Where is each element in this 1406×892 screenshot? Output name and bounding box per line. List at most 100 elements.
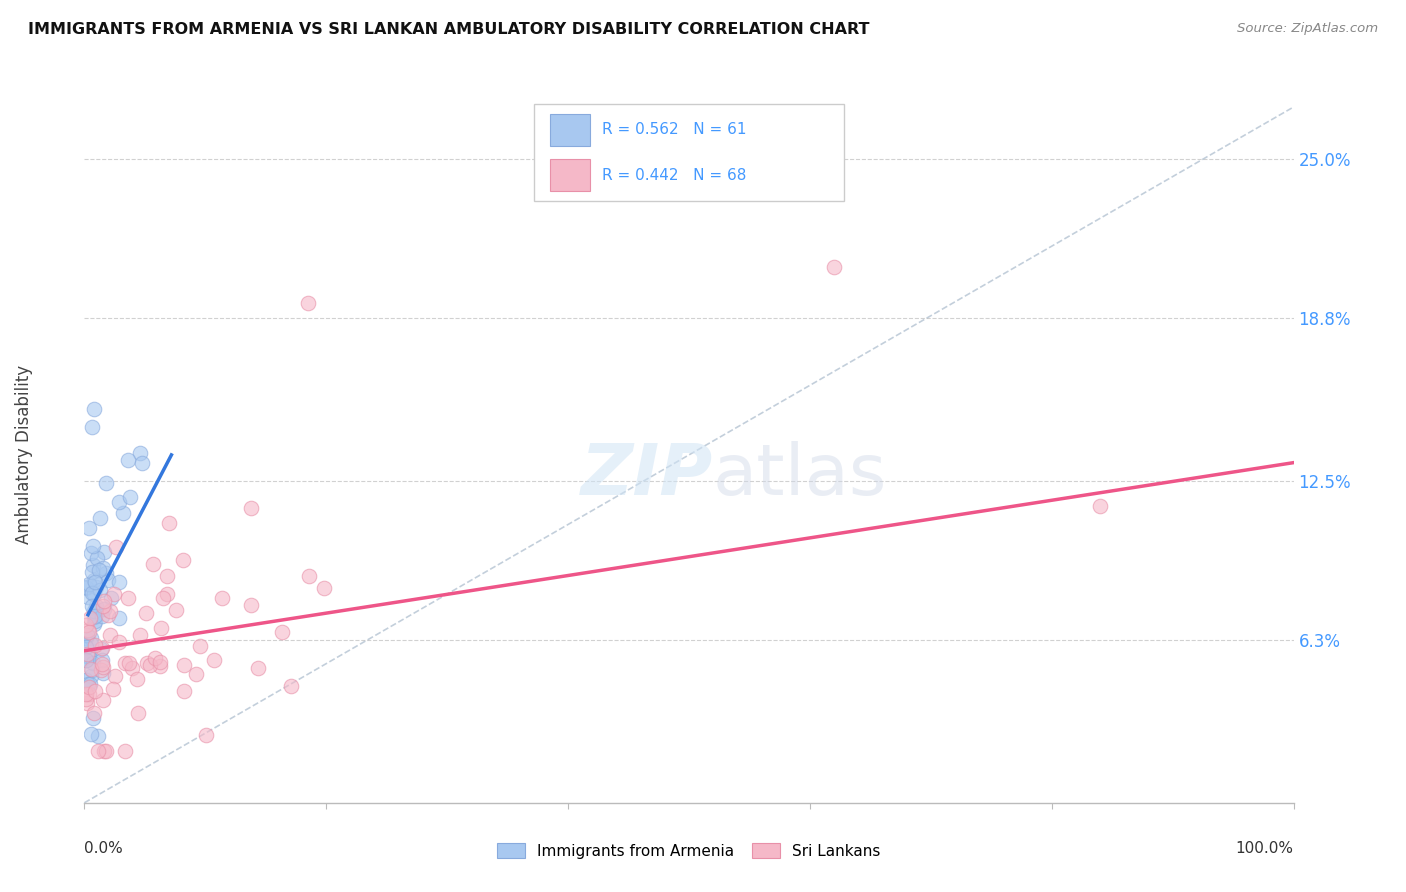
Point (89, 511, 111, 525)
Point (202, 653, 225, 667)
Point (100, 591, 122, 606)
Point (76, 647, 98, 661)
Point (80, 662, 103, 676)
Point (108, 635, 131, 649)
Point (84, 615, 107, 629)
Text: IMMIGRANTS FROM ARMENIA VS SRI LANKAN AMBULATORY DISABILITY CORRELATION CHART: IMMIGRANTS FROM ARMENIA VS SRI LANKAN AM… (28, 22, 870, 37)
Point (89, 582, 111, 597)
Point (82, 586, 104, 600)
Point (135, 656, 157, 670)
Point (94, 744, 117, 758)
Point (246, 660, 269, 674)
Point (188, 639, 211, 653)
Point (184, 667, 207, 681)
Point (75, 653, 97, 667)
Point (82, 558, 104, 572)
Point (101, 682, 124, 697)
Point (83, 574, 105, 588)
Point (105, 540, 128, 554)
Point (91, 641, 114, 656)
Point (83, 604, 105, 618)
Point (82, 711, 104, 725)
Point (103, 587, 125, 601)
Point (83, 706, 105, 720)
Point (139, 658, 162, 673)
Point (114, 657, 136, 671)
Text: R = 0.562   N = 61: R = 0.562 N = 61 (602, 122, 747, 137)
Point (145, 650, 167, 665)
Point (298, 568, 321, 582)
Point (75, 692, 97, 706)
Point (271, 624, 294, 639)
Point (91, 599, 114, 614)
Point (79, 625, 101, 640)
FancyBboxPatch shape (550, 160, 591, 191)
Point (117, 453, 139, 467)
Point (127, 673, 149, 687)
Point (79, 676, 101, 690)
Text: Source: ZipAtlas.com: Source: ZipAtlas.com (1237, 22, 1378, 36)
Point (82, 656, 104, 670)
Point (195, 728, 218, 742)
Point (1088, 500, 1111, 514)
Point (90, 663, 112, 677)
Point (121, 661, 143, 675)
Point (86, 551, 108, 566)
Point (128, 446, 150, 460)
Point (84, 684, 107, 698)
Point (239, 501, 262, 516)
Point (127, 706, 149, 720)
Point (83, 587, 105, 601)
Point (77, 623, 100, 637)
Point (82, 663, 104, 677)
FancyBboxPatch shape (550, 114, 591, 145)
Point (80, 631, 103, 645)
Point (76, 647, 98, 661)
Legend: Immigrants from Armenia, Sri Lankans: Immigrants from Armenia, Sri Lankans (491, 837, 887, 864)
Point (80, 637, 103, 651)
Point (211, 591, 233, 606)
Point (97, 573, 120, 587)
Point (94, 476, 117, 491)
Point (112, 507, 135, 521)
Point (84, 581, 107, 595)
Point (312, 581, 335, 595)
Text: atlas: atlas (713, 442, 887, 510)
Point (240, 598, 263, 612)
Point (108, 495, 131, 509)
Point (91, 657, 114, 672)
Point (82, 599, 104, 613)
Point (83, 616, 105, 631)
Point (90, 653, 112, 667)
Point (159, 516, 181, 531)
Point (149, 659, 172, 673)
Point (79, 650, 101, 665)
Point (90, 642, 112, 657)
Point (173, 683, 195, 698)
Point (823, 260, 845, 274)
FancyBboxPatch shape (534, 104, 844, 201)
Point (108, 575, 131, 590)
Point (280, 679, 302, 693)
Point (84, 575, 107, 590)
Point (118, 490, 141, 504)
Text: Ambulatory Disability: Ambulatory Disability (15, 366, 32, 544)
Text: R = 0.442   N = 68: R = 0.442 N = 68 (602, 168, 747, 183)
Text: 0.0%: 0.0% (84, 841, 124, 856)
Point (165, 603, 187, 617)
Point (91, 692, 114, 706)
Point (80, 419, 103, 434)
Point (82, 539, 104, 553)
Point (107, 610, 129, 624)
Point (75, 687, 97, 701)
Point (93, 544, 115, 558)
Point (150, 621, 173, 635)
Text: 100.0%: 100.0% (1236, 841, 1294, 856)
Point (156, 569, 179, 583)
Point (93, 744, 115, 758)
Point (83, 609, 105, 624)
Point (87, 563, 110, 577)
Point (77, 577, 100, 591)
Point (96, 566, 118, 581)
Point (91, 660, 114, 674)
